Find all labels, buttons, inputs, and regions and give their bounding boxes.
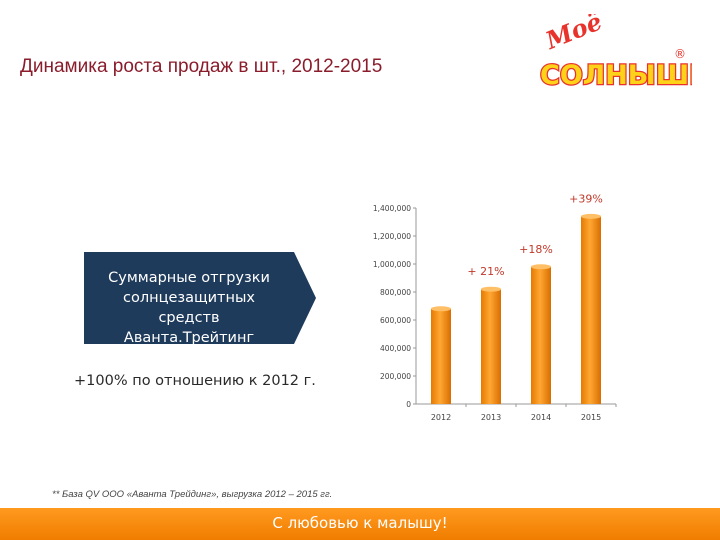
callout-line-3: средств Аванта.Трейтинг	[123, 310, 255, 346]
y-tick-label: 1,000,000	[373, 260, 411, 269]
bar-top	[431, 306, 451, 312]
y-tick-label: 200,000	[380, 372, 411, 381]
growth-annotation: + 21%	[467, 265, 504, 278]
x-tick-label: 2014	[531, 413, 551, 422]
x-tick-label: 2015	[581, 413, 601, 422]
bar	[581, 216, 601, 404]
bar	[481, 289, 501, 404]
growth-annotation: +39%	[569, 192, 603, 205]
y-tick-label: 0	[406, 400, 411, 409]
y-tick-label: 400,000	[380, 344, 411, 353]
y-tick-label: 1,200,000	[373, 232, 411, 241]
bar-top	[581, 213, 601, 219]
callout-line-2: солнцезащитных	[122, 290, 255, 306]
growth-note: +100% по отношению к 2012 г.	[74, 373, 316, 389]
logo-word: СОЛНЫШКО	[540, 60, 692, 91]
logo-registered-mark: ®	[674, 47, 686, 61]
footer-bar: С любовью к малышу!	[0, 508, 720, 540]
y-tick-label: 1,400,000	[373, 204, 411, 213]
logo-script: Моё	[541, 14, 606, 55]
growth-annotation: +18%	[519, 243, 553, 256]
bar-top	[481, 286, 501, 292]
callout-text: Суммарные отгрузки солнцезащитных средст…	[96, 268, 282, 348]
y-tick-label: 600,000	[380, 316, 411, 325]
x-tick-label: 2012	[431, 413, 451, 422]
bar-top	[531, 264, 551, 270]
source-footnote: ** База QV ООО «Аванта Трейдинг», выгруз…	[52, 489, 333, 500]
footer-slogan: С любовью к малышу!	[272, 514, 448, 532]
brand-logo: Моё СОЛНЫШКО ®	[539, 14, 692, 92]
bar	[531, 266, 551, 404]
page-title: Динамика роста продаж в шт., 2012-2015	[20, 56, 383, 77]
sales-bar-chart: 0 200,000 400,000 600,000 800,000 1,000,000 1,…	[373, 192, 617, 422]
y-tick-label: 800,000	[380, 288, 411, 297]
callout-arrow	[84, 252, 316, 344]
bar	[431, 308, 451, 404]
x-tick-label: 2013	[481, 413, 501, 422]
callout-line-1: Суммарные отгрузки	[108, 270, 270, 286]
